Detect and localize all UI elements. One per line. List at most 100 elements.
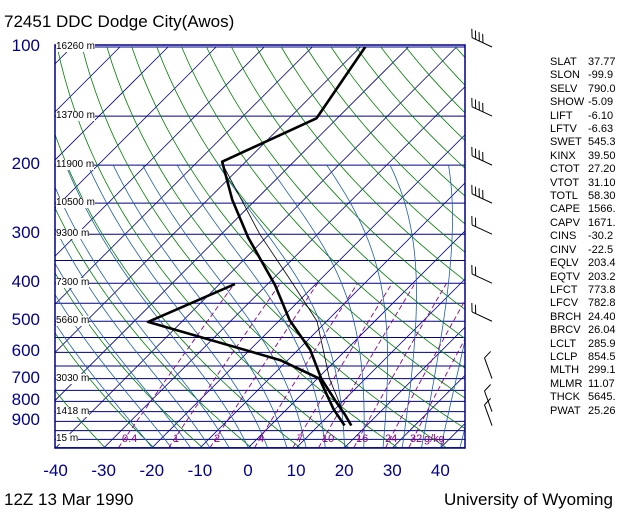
temperature-tick-label: -30 — [91, 461, 116, 480]
index-value: 773.8 — [588, 283, 616, 296]
index-value: 26.04 — [588, 324, 616, 337]
dry-adiabat — [255, 46, 465, 282]
isotherm — [55, 46, 361, 353]
height-label: 1418 m — [56, 405, 90, 417]
temperature-tick-label: -40 — [43, 461, 68, 480]
index-name: LIFT — [550, 109, 573, 122]
index-value: 299.1 — [588, 364, 616, 377]
index-name: KINX — [550, 149, 576, 162]
index-row: CTOT 27.20 — [550, 163, 616, 176]
index-row: LFTV -6.63 — [550, 123, 616, 136]
wind-barb-icon — [471, 264, 493, 284]
wind-barb-icon — [471, 28, 493, 48]
pressure-tick-label: 300 — [11, 223, 40, 243]
index-row: SLAT 37.77 — [550, 56, 616, 69]
mixing-ratio-line — [385, 299, 465, 448]
height-label: 9300 m — [56, 228, 90, 240]
height-label: 7300 m — [56, 277, 90, 289]
index-name: THCK — [550, 391, 580, 404]
isotherm — [55, 46, 217, 209]
index-name: MLTH — [550, 364, 580, 377]
index-row: BRCV 26.04 — [550, 324, 616, 337]
pressure-tick-label: 200 — [11, 154, 40, 174]
temperature-tick-label: -20 — [139, 461, 165, 480]
index-value: 37.77 — [588, 56, 616, 68]
isotherm — [55, 46, 265, 257]
index-value: 285.9 — [588, 337, 616, 350]
height-label: 5660 m — [56, 315, 90, 327]
moist-adiabat — [55, 262, 191, 448]
index-value: 1671. — [588, 216, 616, 229]
isotherm — [392, 374, 465, 448]
wind-barb-icon — [471, 215, 493, 235]
moist-adiabat — [112, 164, 288, 448]
index-name: TOTL — [550, 190, 578, 203]
dry-adiabat — [106, 46, 447, 448]
index-name: LFCV — [550, 297, 579, 310]
index-value: 25.26 — [588, 404, 616, 417]
dry-adiabat — [280, 46, 465, 253]
index-value: 854.5 — [588, 350, 616, 363]
mixing-ratio-unit: g/kg — [424, 433, 445, 445]
temperature-tick-label: 0 — [243, 461, 253, 480]
dry-adiabat — [55, 133, 301, 448]
moist-adiabat — [55, 227, 211, 448]
index-name: EQTV — [550, 270, 580, 283]
index-row: SLON -99.9 — [550, 69, 616, 82]
index-value: 31.10 — [588, 176, 616, 189]
index-row: SWET 545.3 — [550, 136, 616, 149]
pressure-tick-label: 800 — [11, 390, 40, 410]
mixing-ratio-line — [292, 282, 393, 448]
wind-barb-icon — [471, 184, 493, 204]
index-row: EQLV 203.4 — [550, 257, 616, 270]
index-name: PWAT — [550, 404, 581, 417]
temperature-tick-label: -10 — [187, 461, 213, 480]
dry-adiabat — [231, 46, 465, 310]
wind-barb-icon — [484, 351, 493, 379]
dry-adiabat — [131, 46, 465, 429]
pressure-tick-label: 900 — [11, 410, 40, 430]
index-value: 545.3 — [588, 136, 616, 149]
source-label: University of Wyoming — [444, 490, 613, 509]
mixing-ratio-label: 4 — [258, 433, 265, 445]
wind-barb-icon — [471, 146, 493, 166]
dry-adiabat — [305, 46, 465, 225]
index-name: LCLT — [550, 337, 577, 350]
moist-adiabat — [421, 165, 453, 448]
wind-barb-icon — [484, 398, 493, 426]
index-name: LFCT — [550, 283, 578, 296]
index-name: SWET — [550, 136, 582, 149]
index-row: SHOW -5.09 — [550, 96, 616, 109]
index-value: 203.2 — [588, 270, 616, 283]
mixing-ratio-line — [318, 282, 416, 448]
index-name: VTOT — [550, 176, 580, 189]
index-value: -99.9 — [588, 69, 614, 82]
pressure-tick-label: 400 — [11, 272, 40, 292]
height-label: 11900 m — [56, 159, 95, 171]
index-name: SLON — [550, 69, 580, 82]
mixing-ratio-line — [168, 282, 281, 448]
index-row: CAPE 1566. — [550, 203, 616, 216]
height-label: 10500 m — [56, 197, 95, 209]
index-value: 790.0 — [588, 82, 616, 95]
index-row: PWAT 25.26 — [550, 405, 616, 418]
index-name: CAPV — [550, 216, 580, 229]
dry-adiabat — [55, 389, 106, 448]
index-value: 5645. — [588, 391, 616, 404]
index-row: TOTL 58.30 — [550, 190, 616, 203]
mixing-ratio-label: 7 — [297, 433, 304, 445]
index-row: LCLT 285.9 — [550, 338, 616, 351]
index-value: -30.2 — [588, 230, 614, 243]
index-row: CAPV 1671. — [550, 217, 616, 230]
dewpoint-profile — [146, 282, 346, 427]
isotherm — [151, 134, 465, 448]
mixing-ratio-label: 1 — [173, 433, 180, 445]
isotherm — [103, 86, 465, 448]
index-name: EQLV — [550, 257, 579, 270]
moist-adiabat — [55, 322, 153, 448]
isotherm — [55, 46, 409, 402]
index-name: CTOT — [550, 163, 580, 176]
dry-adiabat — [55, 272, 203, 448]
index-row: MLTH 299.1 — [550, 364, 616, 377]
mixing-ratio-line — [118, 282, 236, 448]
